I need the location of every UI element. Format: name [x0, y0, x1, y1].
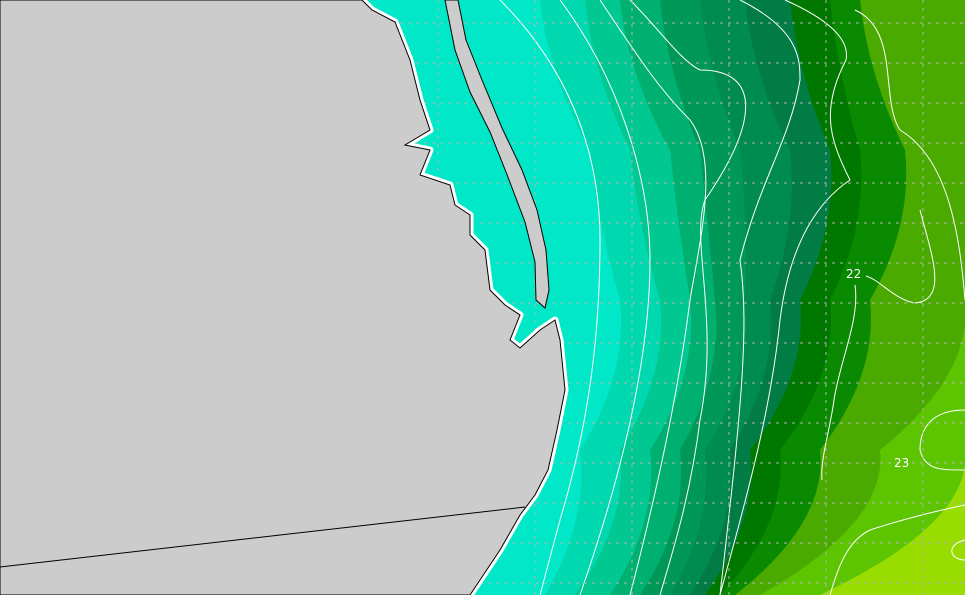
land [0, 0, 569, 595]
contour-lines [499, 0, 965, 595]
mainland-coastline [0, 0, 566, 595]
contour-line-11 [951, 539, 965, 561]
contour-line-0 [499, 0, 601, 595]
state-boundary [0, 506, 526, 568]
contour-line-1 [559, 0, 651, 595]
contour-line-8 [821, 284, 857, 481]
contour-label-23: 23 [894, 456, 909, 470]
contour-label-22: 22 [846, 267, 861, 281]
barrier-island [444, 0, 550, 309]
contour-line-3 [629, 0, 747, 595]
contour-line-7 [865, 209, 936, 304]
contour-line-6 [854, 9, 965, 301]
contour-line-9 [829, 504, 965, 595]
contour-line-4 [719, 0, 801, 595]
contour-line-10 [919, 409, 965, 471]
contour-line-5 [719, 0, 851, 595]
